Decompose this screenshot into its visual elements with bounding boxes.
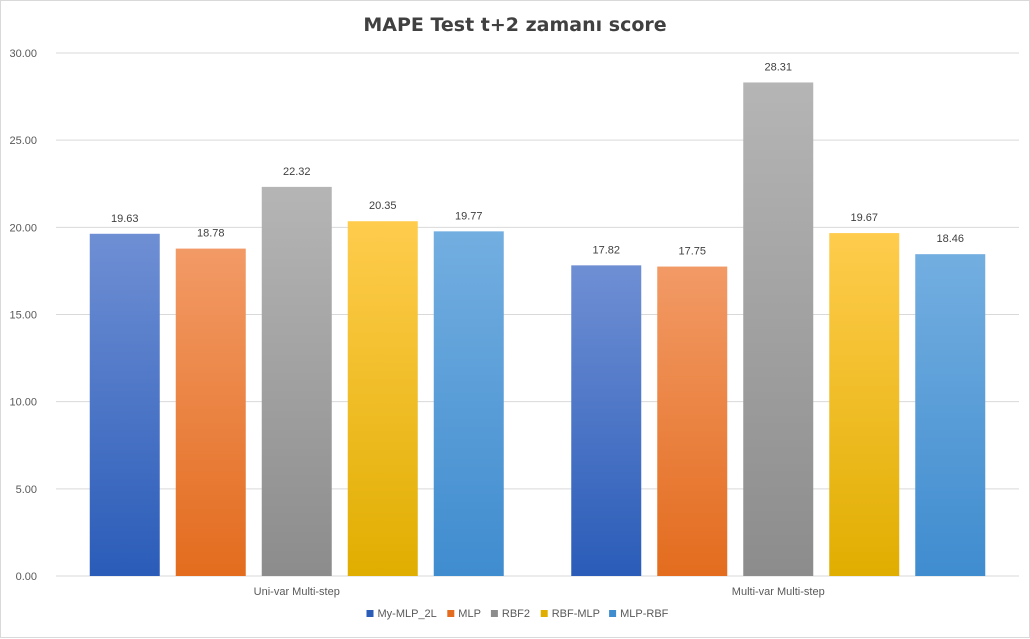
y-tick-label: 15.00 [9,310,37,322]
legend-label: RBF2 [502,608,530,620]
bar [743,82,814,576]
data-label: 19.77 [455,210,483,222]
data-label: 22.32 [283,166,311,178]
data-label: 20.35 [369,200,397,212]
legend-label: My-MLP_2L [378,608,437,620]
y-axis-ticks: 0.00 5.00 10.00 15.00 20.00 25.00 30.00 [9,48,37,583]
legend-swatch [540,610,548,617]
data-label: 28.31 [764,61,792,73]
bar [829,233,900,576]
y-tick-label: 30.00 [9,48,37,60]
y-tick-label: 25.00 [9,135,37,147]
y-tick-label: 20.00 [9,222,37,234]
data-label: 17.82 [592,244,620,256]
x-category-label: Uni-var Multi-step [254,586,340,598]
bar [571,265,642,576]
legend-swatch [366,610,374,617]
legend-swatch [447,610,455,617]
data-label: 19.67 [850,212,878,224]
y-tick-label: 5.00 [16,484,37,496]
legend-label: RBF-MLP [552,608,600,620]
bar [657,266,728,576]
data-label: 18.46 [936,233,964,245]
bar [433,231,504,576]
legend-swatch [490,610,498,617]
data-label: 17.75 [678,246,706,258]
bar [915,254,986,576]
bar [261,186,332,576]
legend-swatch [609,610,617,617]
data-label: 19.63 [111,213,139,225]
x-category-label: Multi-var Multi-step [732,586,825,598]
legend-label: MLP-RBF [620,608,669,620]
data-label: 18.78 [197,228,225,240]
chart-title: MAPE Test t+2 zamanı score [363,14,666,36]
legend: My-MLP_2L MLP RBF2 RBF-MLP MLP-RBF [366,608,669,620]
y-tick-label: 0.00 [16,571,37,583]
bars [89,82,986,577]
bar [347,221,418,576]
y-tick-label: 10.00 [9,397,37,409]
x-axis-categories: Uni-var Multi-step Multi-var Multi-step [254,586,825,598]
bar [89,233,160,576]
bar [175,248,246,577]
data-labels: 19.63 18.78 22.32 20.35 19.77 17.82 17.75 28.31… [111,61,964,257]
legend-label: MLP [458,608,481,620]
